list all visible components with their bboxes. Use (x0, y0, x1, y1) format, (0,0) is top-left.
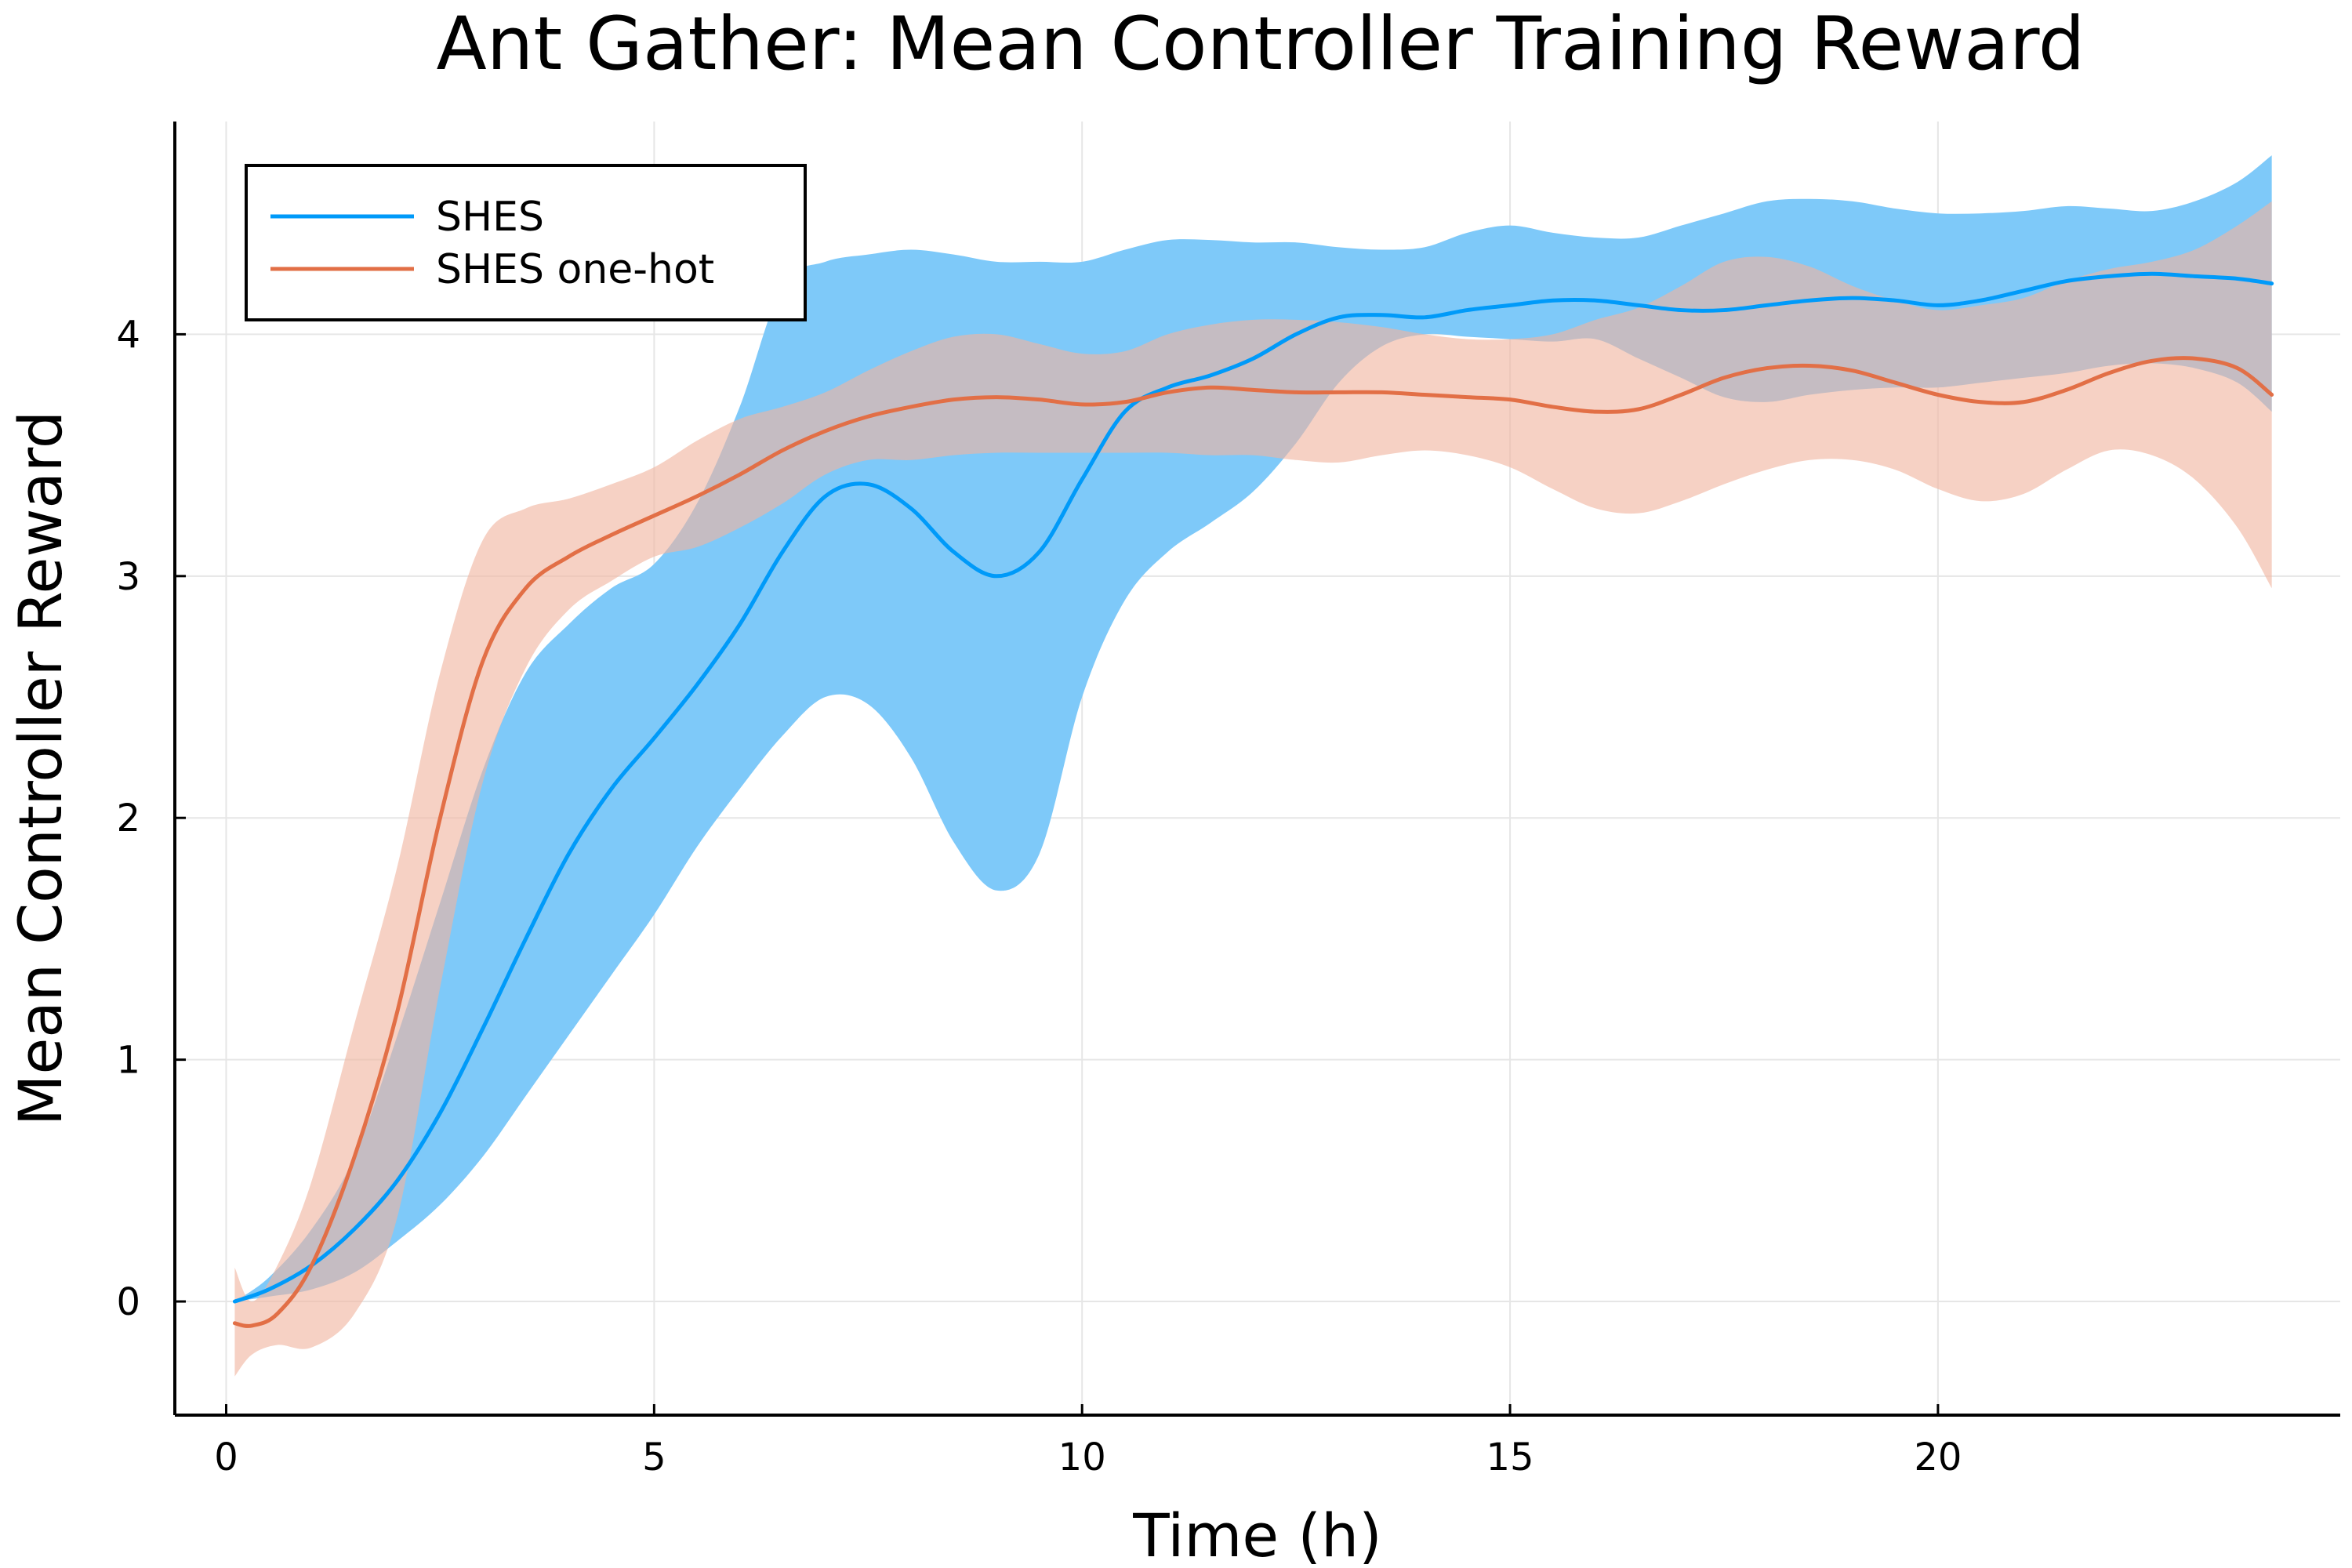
y-axis-label: Mean Controller Reward (5, 411, 75, 1126)
y-tick-label: 4 (116, 313, 140, 357)
y-tick-label: 1 (116, 1039, 140, 1083)
series-lines (232, 271, 2274, 1328)
x-tick-label: 20 (1914, 1436, 1962, 1479)
y-tick-label: 2 (116, 797, 140, 840)
ticks: 0 5 10 15 20 0 1 2 3 4 (116, 313, 1962, 1479)
chart-title: Ant Gather: Mean Controller Training Rew… (437, 2, 2085, 87)
legend-box (245, 164, 807, 321)
confidence-band-shes-one-hot (234, 201, 2272, 1377)
legend-label-shes: SHES (436, 194, 544, 241)
y-tick-label: 3 (116, 555, 140, 599)
series-line-shes-one-hot (232, 356, 2274, 1328)
x-tick-label: 15 (1486, 1436, 1534, 1479)
x-tick-label: 10 (1058, 1436, 1106, 1479)
x-tick-label: 5 (642, 1436, 666, 1479)
legend-label-shes-one-hot: SHES one-hot (436, 246, 714, 293)
confidence-bands (234, 155, 2272, 1377)
legend: SHES SHES one-hot (245, 164, 807, 321)
x-axis-label: Time (h) (1132, 1501, 1382, 1568)
axes (173, 122, 2340, 1417)
x-tick-label: 0 (214, 1436, 238, 1479)
series-line-shes (232, 271, 2274, 1304)
y-tick-label: 0 (116, 1280, 140, 1324)
